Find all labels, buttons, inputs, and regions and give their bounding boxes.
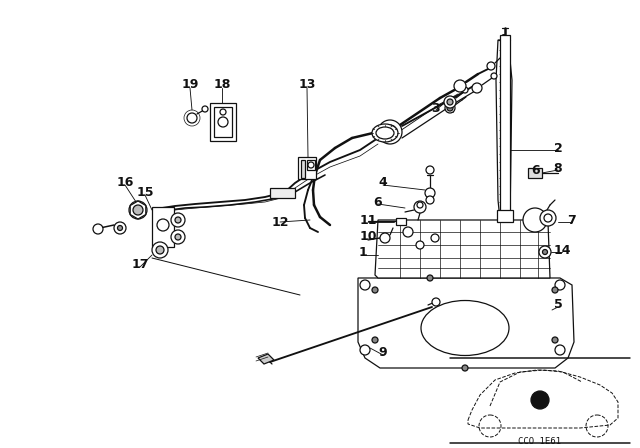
- Text: 4: 4: [379, 176, 387, 189]
- Bar: [396, 218, 406, 225]
- Circle shape: [152, 242, 168, 258]
- Bar: [497, 210, 513, 222]
- Circle shape: [378, 120, 402, 144]
- Text: 11: 11: [359, 214, 377, 227]
- Circle shape: [156, 246, 164, 254]
- Circle shape: [539, 246, 551, 258]
- Circle shape: [425, 188, 435, 198]
- Circle shape: [220, 109, 226, 115]
- Ellipse shape: [372, 124, 398, 142]
- Circle shape: [383, 125, 397, 139]
- Text: CCO 1E61: CCO 1E61: [518, 436, 561, 445]
- Circle shape: [444, 96, 456, 108]
- Circle shape: [523, 208, 547, 232]
- Polygon shape: [258, 354, 274, 364]
- Polygon shape: [130, 201, 146, 219]
- Bar: [298, 157, 316, 179]
- Bar: [210, 103, 236, 141]
- Text: 8: 8: [554, 161, 563, 175]
- Bar: [500, 35, 510, 220]
- Text: 5: 5: [554, 298, 563, 311]
- Circle shape: [218, 117, 228, 127]
- Circle shape: [445, 103, 455, 113]
- Circle shape: [531, 391, 549, 409]
- Text: 7: 7: [568, 214, 577, 227]
- Circle shape: [427, 275, 433, 281]
- Circle shape: [462, 365, 468, 371]
- Circle shape: [129, 201, 147, 219]
- Polygon shape: [496, 40, 512, 220]
- Text: 19: 19: [181, 78, 198, 91]
- Circle shape: [175, 217, 181, 223]
- Circle shape: [372, 337, 378, 343]
- Circle shape: [308, 162, 314, 168]
- Ellipse shape: [421, 301, 509, 356]
- Circle shape: [555, 345, 565, 355]
- Circle shape: [447, 99, 453, 105]
- Circle shape: [93, 224, 103, 234]
- Circle shape: [403, 227, 413, 237]
- Circle shape: [487, 62, 495, 70]
- Circle shape: [447, 105, 453, 111]
- Circle shape: [552, 287, 558, 293]
- Circle shape: [431, 234, 439, 242]
- Text: 18: 18: [213, 78, 230, 91]
- Circle shape: [544, 214, 552, 222]
- Text: 10: 10: [359, 231, 377, 244]
- Circle shape: [114, 222, 126, 234]
- Circle shape: [118, 225, 122, 231]
- Circle shape: [426, 166, 434, 174]
- Circle shape: [157, 219, 169, 231]
- Circle shape: [202, 106, 208, 112]
- Text: 9: 9: [379, 346, 387, 359]
- Circle shape: [555, 280, 565, 290]
- Text: 1: 1: [358, 246, 367, 259]
- Circle shape: [454, 80, 466, 92]
- Ellipse shape: [376, 127, 394, 139]
- Circle shape: [416, 241, 424, 249]
- Text: 6: 6: [374, 195, 382, 208]
- Text: 17: 17: [131, 258, 148, 271]
- Text: 2: 2: [554, 142, 563, 155]
- Text: 13: 13: [298, 78, 316, 91]
- Polygon shape: [375, 220, 550, 278]
- Circle shape: [380, 233, 390, 243]
- Bar: [214, 107, 232, 137]
- Circle shape: [171, 213, 185, 227]
- Text: 12: 12: [271, 215, 289, 228]
- Circle shape: [360, 345, 370, 355]
- Circle shape: [540, 210, 556, 226]
- Circle shape: [472, 83, 482, 93]
- Bar: [270, 188, 295, 198]
- Circle shape: [360, 280, 370, 290]
- Text: 3: 3: [432, 102, 440, 115]
- Circle shape: [187, 113, 197, 123]
- Circle shape: [175, 234, 181, 240]
- Circle shape: [171, 230, 185, 244]
- Bar: [152, 207, 174, 247]
- Circle shape: [414, 201, 426, 213]
- Circle shape: [491, 73, 497, 79]
- Circle shape: [417, 202, 423, 208]
- Polygon shape: [358, 278, 574, 368]
- Bar: [528, 168, 542, 178]
- Text: 16: 16: [116, 176, 134, 189]
- Circle shape: [372, 287, 378, 293]
- Text: 14: 14: [553, 244, 571, 257]
- Text: 6: 6: [532, 164, 540, 177]
- Bar: [301, 160, 305, 178]
- Text: 15: 15: [136, 186, 154, 199]
- Circle shape: [552, 337, 558, 343]
- Circle shape: [426, 196, 434, 204]
- Circle shape: [432, 298, 440, 306]
- Circle shape: [543, 250, 547, 254]
- Circle shape: [462, 87, 468, 93]
- Circle shape: [133, 205, 143, 215]
- Bar: [307, 160, 315, 170]
